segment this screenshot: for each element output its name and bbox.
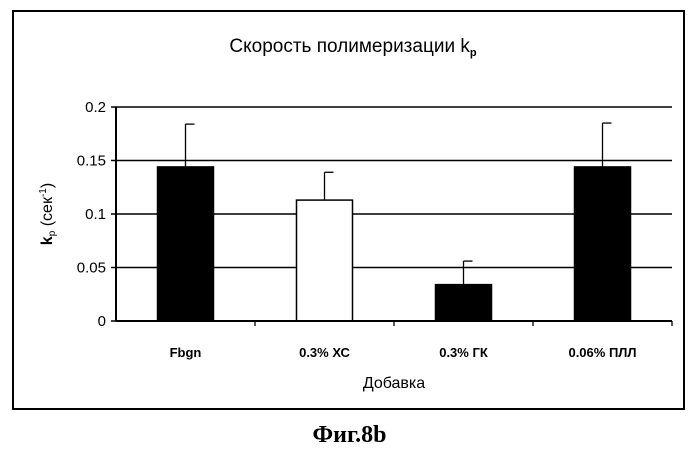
y-tick-label: 0.15: [77, 153, 106, 170]
bar: [158, 167, 214, 321]
error-bars: [186, 123, 612, 285]
y-tick-label: 0.2: [85, 99, 106, 116]
x-axis-label: Добавка: [363, 375, 425, 392]
figure-caption: Фиг.8b: [0, 422, 699, 449]
y-tick-label: 0: [98, 313, 106, 330]
chart-title: Скорость полимеризации kp: [229, 36, 476, 59]
bar: [297, 200, 353, 321]
y-tick-label: 0.1: [85, 206, 106, 223]
y-tick-labels: 0 0.05 0.1 0.15 0.2: [77, 99, 116, 330]
y-axis-label: kp (сек-1): [38, 183, 58, 245]
x-tick-label: Fbgn: [170, 345, 202, 360]
x-tick-labels: Fbgn 0.3% ХС 0.3% ГК 0.06% ПЛЛ: [170, 321, 672, 360]
y-tick-label: 0.05: [77, 260, 106, 277]
x-tick-label: 0.06% ПЛЛ: [568, 345, 636, 360]
bars: [158, 167, 631, 321]
bar: [575, 167, 631, 321]
x-tick-label: 0.3% ГК: [439, 345, 488, 360]
bar: [436, 285, 492, 321]
x-tick-label: 0.3% ХС: [299, 345, 350, 360]
